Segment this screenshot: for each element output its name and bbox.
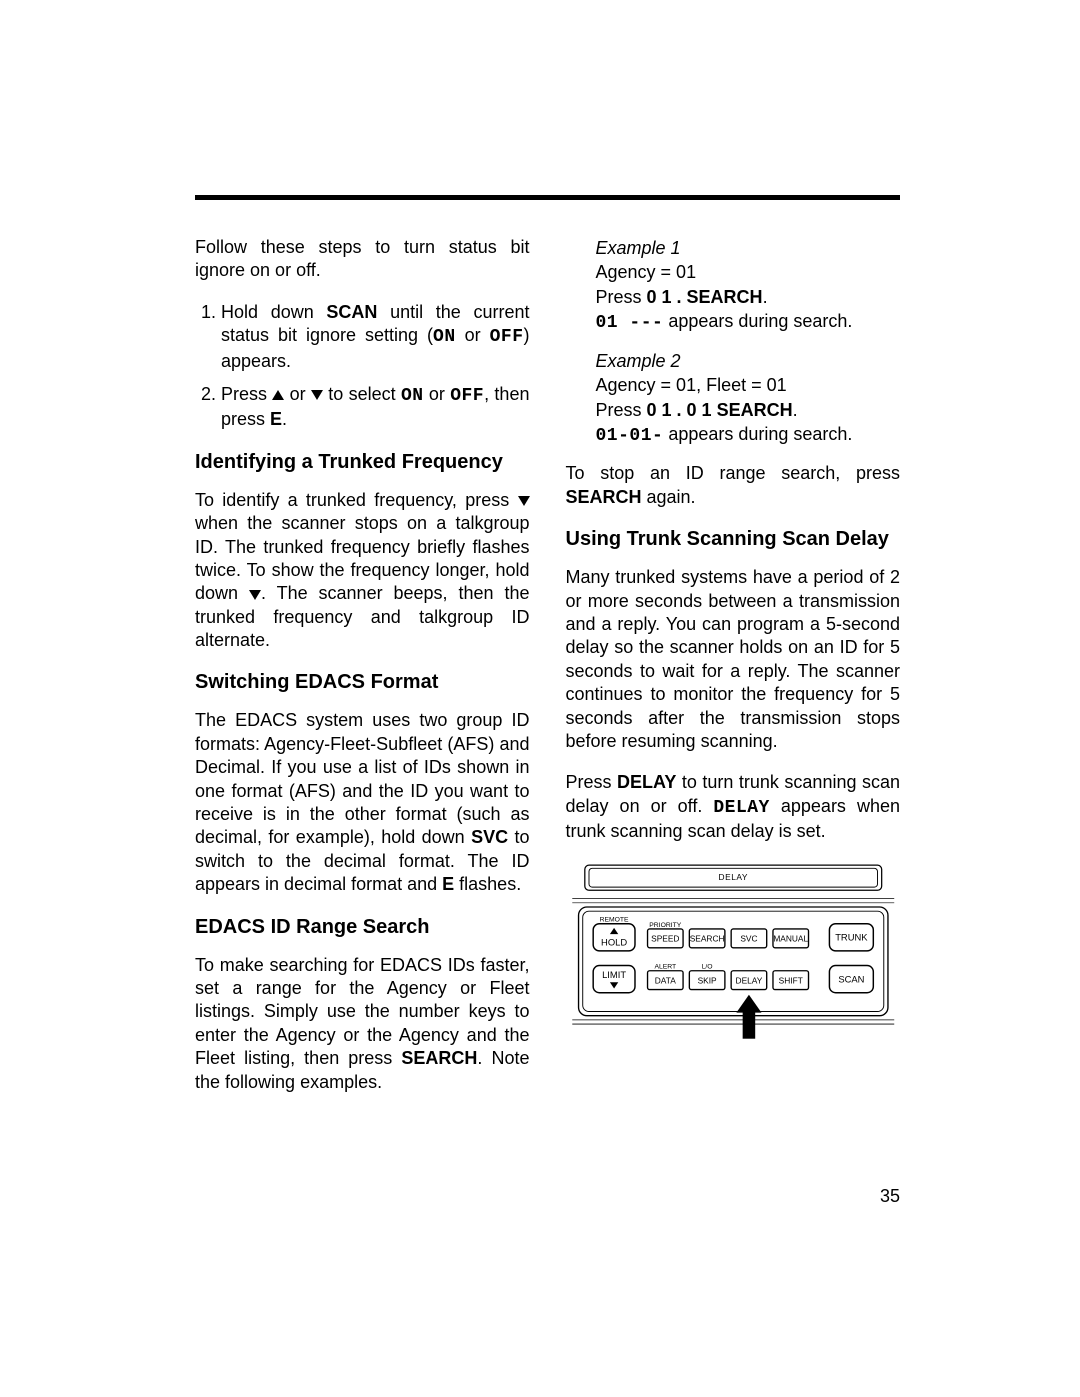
two-column-layout: Follow these steps to turn status bit ig… [195, 236, 900, 1116]
svg-text:LIMIT: LIMIT [602, 970, 626, 981]
para-range: To make searching for EDACS IDs faster, … [195, 954, 530, 1094]
keypad-illustration: DELAY REMOTE HOLD PRIORITY SPEED [566, 861, 901, 1039]
para-identify: To identify a trunked frequency, press w… [195, 489, 530, 653]
down-arrow-icon [249, 590, 261, 600]
para-switch: The EDACS system uses two group ID forma… [195, 709, 530, 896]
svg-text:SHIFT: SHIFT [778, 976, 802, 986]
para-delay-1: Many trunked systems have a period of 2 … [566, 566, 901, 753]
intro-paragraph: Follow these steps to turn status bit ig… [195, 236, 530, 283]
svg-text:HOLD: HOLD [601, 937, 627, 948]
keypad-svg: DELAY REMOTE HOLD PRIORITY SPEED [566, 861, 901, 1039]
svg-text:L/O: L/O [701, 964, 712, 971]
step-2: Press or to select ON or OFF, then press… [221, 383, 530, 432]
step-1: Hold down SCAN until the current status … [221, 301, 530, 373]
svg-text:SEARCH: SEARCH [689, 934, 724, 944]
svg-text:MANUAL: MANUAL [773, 934, 808, 944]
heading-switch: Switching EDACS Format [195, 670, 530, 695]
heading-identify: Identifying a Trunked Frequency [195, 450, 530, 475]
para-stop: To stop an ID range search, press SEARCH… [566, 462, 901, 509]
page-number: 35 [880, 1186, 900, 1207]
down-arrow-icon [518, 496, 530, 506]
svg-text:SVC: SVC [740, 934, 757, 944]
down-arrow-icon [311, 390, 323, 400]
svg-text:SKIP: SKIP [697, 976, 716, 986]
para-delay-2: Press DELAY to turn trunk scanning scan … [566, 771, 901, 843]
page: Follow these steps to turn status bit ig… [0, 0, 1080, 1397]
top-rule [195, 195, 900, 200]
svg-text:REMOTE: REMOTE [599, 917, 628, 924]
lcd-delay-text: DELAY [718, 872, 747, 882]
heading-range: EDACS ID Range Search [195, 915, 530, 940]
svg-text:DATA: DATA [654, 976, 675, 986]
svg-text:TRUNK: TRUNK [835, 932, 868, 943]
steps-list: Hold down SCAN until the current status … [195, 301, 530, 432]
up-arrow-icon [272, 390, 284, 400]
svg-text:DELAY: DELAY [735, 976, 762, 986]
svg-text:SCAN: SCAN [838, 974, 864, 985]
svg-text:PRIORITY: PRIORITY [649, 922, 682, 929]
heading-delay: Using Trunk Scanning Scan Delay [566, 527, 901, 552]
example-1: Example 1 Agency = 01 Press 0 1 . SEARCH… [596, 236, 901, 335]
svg-text:ALERT: ALERT [654, 964, 676, 971]
svg-text:SPEED: SPEED [651, 934, 679, 944]
example-2: Example 2 Agency = 01, Fleet = 01 Press … [596, 349, 901, 448]
